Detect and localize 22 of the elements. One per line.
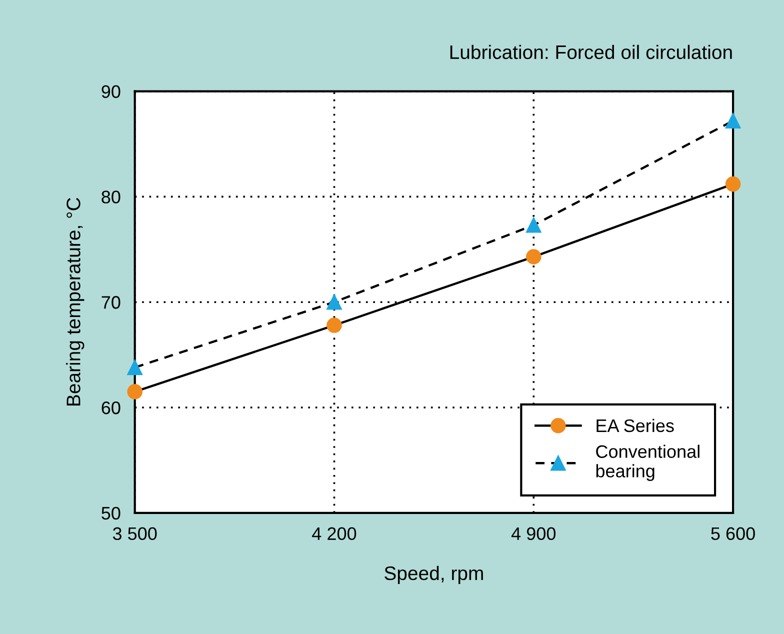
point	[127, 360, 142, 376]
text: Lubrication: Forced oil circulation	[450, 44, 732, 60]
point	[326, 294, 342, 310]
x-tick-label: 3 500	[112, 527, 157, 540]
x-tick-label: 4 900	[511, 527, 556, 540]
point	[725, 176, 741, 192]
point	[526, 249, 542, 264]
legend-label: EA Series	[596, 418, 674, 432]
point	[127, 384, 142, 400]
y-tick-label: 50	[102, 506, 120, 520]
y-tick-label: 80	[102, 190, 120, 204]
x-axis-title: Speed, rpm	[384, 566, 483, 584]
point	[725, 113, 741, 128]
point	[326, 318, 342, 333]
x-tick-label: 4 200	[312, 527, 356, 540]
y-tick-label: 70	[102, 296, 120, 309]
y-axis-title: Bearing temperature, °C	[66, 198, 84, 406]
legend-label: Conventional bearing	[596, 444, 700, 481]
x-tick-label: 5 600	[711, 527, 755, 540]
point	[526, 218, 542, 233]
y-tick-label: 60	[102, 401, 120, 414]
y-tick-label: 90	[102, 85, 120, 98]
